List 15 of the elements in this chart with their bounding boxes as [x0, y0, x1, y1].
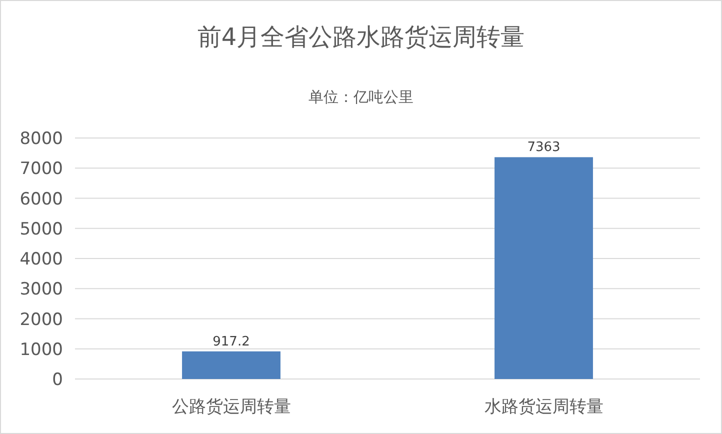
x-tick-label: 公路货运周转量	[172, 397, 291, 417]
y-tick-label: 6000	[20, 189, 63, 210]
y-tick-label: 2000	[20, 310, 63, 330]
y-tick-label: 0	[52, 370, 63, 390]
y-tick-label: 3000	[20, 280, 63, 300]
y-tick-label: 8000	[20, 129, 63, 149]
y-tick-label: 1000	[20, 340, 63, 360]
y-tick-label: 5000	[20, 219, 63, 240]
x-tick-label: 水路货运周转量	[484, 397, 604, 417]
chart-subtitle: 单位：亿吨公里	[308, 88, 414, 106]
data-label: 7363	[527, 140, 560, 156]
y-tick-label: 7000	[20, 159, 63, 180]
y-tick-label: 4000	[20, 250, 63, 270]
data-label: 917.2	[212, 334, 250, 350]
chart-title: 前4月全省公路水路货运周转量	[197, 23, 525, 51]
